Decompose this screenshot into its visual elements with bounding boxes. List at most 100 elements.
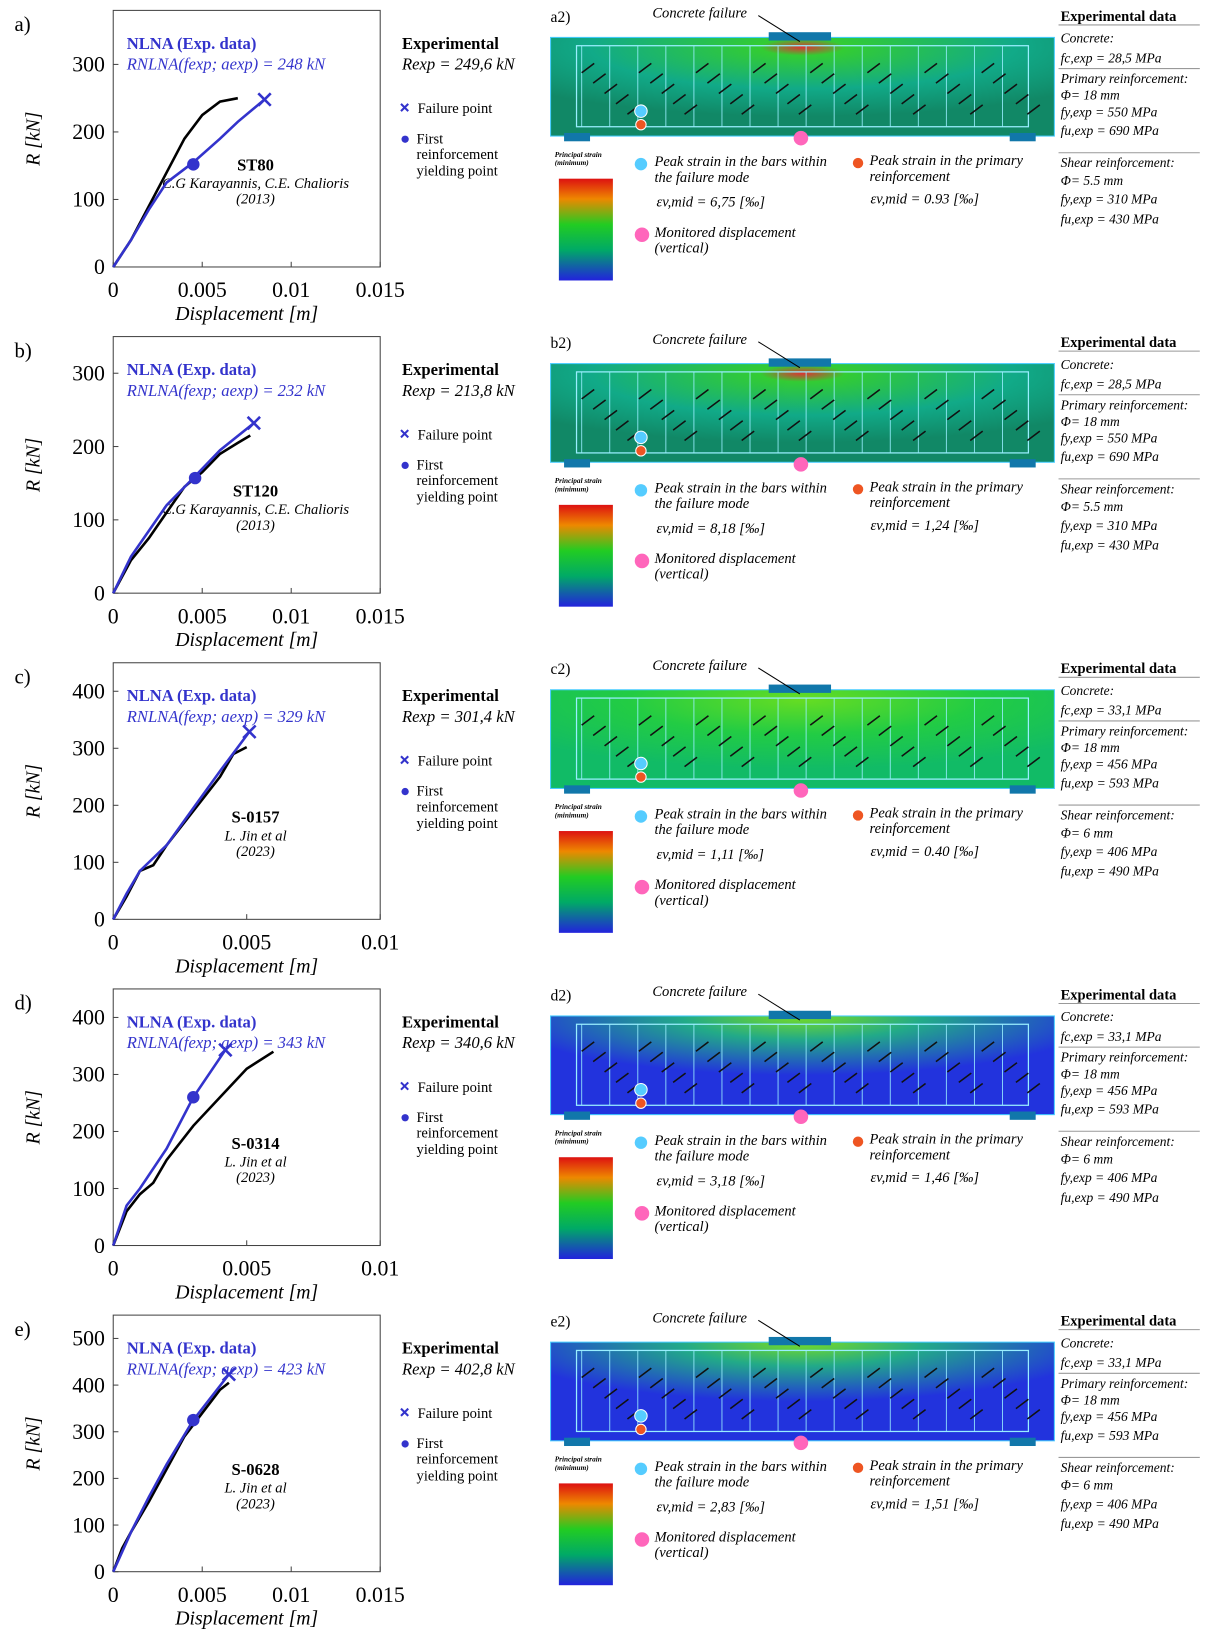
beam: [551, 37, 1055, 136]
y-tick-label: 0: [94, 908, 105, 932]
exp-data-line: fu,exp = 430 MPa: [1061, 211, 1160, 226]
exp-data-line: Shear reinforcement:: [1061, 808, 1175, 823]
legend-bars-box: Peak strain in the bars within the failu…: [654, 481, 846, 523]
exp-data-line: fu,exp = 490 MPa: [1061, 864, 1160, 879]
x-tick-label: 0.005: [222, 930, 271, 954]
experimental-title: Experimental: [402, 360, 499, 379]
y-tick-label: 500: [72, 1327, 105, 1351]
exp-data-line: Φ= 6 mm: [1061, 1151, 1114, 1166]
y-axis-label: R [kN]: [22, 1090, 44, 1145]
legend-bars: Peak strain in the bars within the failu…: [654, 1133, 846, 1165]
chart-title: NLNA (Exp. data): [127, 1339, 257, 1358]
x-tick-label: 0.005: [178, 278, 227, 302]
legend-dot: [401, 788, 408, 795]
primary-point: [636, 119, 646, 129]
legend-monitor: Monitored displacement (vertical): [654, 225, 820, 257]
exp-data-line: Shear reinforcement:: [1061, 155, 1175, 170]
exp-data-title: Experimental data: [1061, 9, 1178, 25]
failure-label: Concrete failure: [652, 658, 747, 674]
authors: C.G Karayannis, C.E. Chalioris: [162, 176, 349, 192]
series-line: [113, 732, 249, 920]
support: [564, 785, 590, 793]
x-tick-label: 0.01: [361, 1257, 399, 1281]
exp-data-line: fy,exp = 456 MPa: [1061, 1409, 1158, 1424]
legend-failure: Failure point: [418, 101, 493, 117]
legend-x: [401, 756, 408, 763]
legend-primary-icon: [853, 158, 863, 168]
y-tick-label: 300: [72, 1063, 105, 1087]
failure-label: Concrete failure: [652, 6, 747, 22]
exp-data-line: Φ= 6 mm: [1061, 1478, 1114, 1493]
legend-bars-box: Peak strain in the bars within the failu…: [654, 807, 846, 849]
annotation: RNLNA(fexp; aexp) = 329 kN: [126, 707, 326, 726]
exp-data-line: Φ= 18 mm: [1061, 1392, 1120, 1407]
legend-yielding-box: First reinforcement yielding point: [417, 1437, 516, 1499]
legend-dot: [401, 1114, 408, 1121]
legend-yielding-box: First reinforcement yielding point: [417, 784, 516, 846]
support: [564, 459, 590, 467]
legend-x: [401, 430, 408, 437]
exp-data-line: fu,exp = 490 MPa: [1061, 1516, 1160, 1531]
year: (2023): [236, 1170, 275, 1186]
series-line: [113, 1050, 225, 1246]
primary-point: [636, 772, 646, 782]
y-tick-label: 200: [72, 120, 105, 144]
legend-monitor-box: Monitored displacement (vertical): [654, 225, 820, 267]
colorbar-title: Principal strain (minimum): [555, 478, 619, 494]
series-line: [113, 1383, 229, 1572]
experimental-value: Rexp = 213,8 kN: [401, 381, 516, 400]
exp-data-line: Primary reinforcement:: [1060, 71, 1189, 86]
exp-data-line: fc,exp = 33,1 MPa: [1061, 703, 1162, 718]
legend-yielding-box: First reinforcement yielding point: [417, 458, 516, 520]
legend-yielding-box: First reinforcement yielding point: [417, 132, 516, 194]
bar-point: [635, 431, 647, 443]
exp-data-line: Concrete:: [1061, 1335, 1114, 1350]
y-tick-label: 0: [94, 1560, 105, 1584]
exp-data-line: fu,exp = 593 MPa: [1061, 1428, 1160, 1443]
bars-value: εv,mid = 1,11 [‰]: [657, 847, 764, 863]
primary-value: εv,mid = 1,24 [‰]: [871, 518, 980, 534]
chart-title: NLNA (Exp. data): [127, 34, 257, 53]
x-tick-label: 0.01: [272, 278, 310, 302]
legend-primary: Peak strain in the primary reinforcement: [869, 1132, 1046, 1164]
panel-label: e): [15, 1318, 31, 1341]
legend-bars-box: Peak strain in the bars within the failu…: [654, 155, 846, 197]
x-tick-label: 0.015: [356, 278, 405, 302]
colorbar: [559, 1157, 613, 1259]
chart-title: NLNA (Exp. data): [127, 686, 257, 705]
x-tick-label: 0.01: [361, 930, 399, 954]
legend-monitor: Monitored displacement (vertical): [654, 878, 820, 910]
authors: L. Jin et al: [223, 1481, 286, 1497]
x-axis-label: Displacement [m]: [174, 303, 318, 325]
x-tick-label: 0: [108, 1257, 119, 1281]
legend-primary-icon: [853, 484, 863, 494]
exp-data-line: fy,exp = 456 MPa: [1061, 1083, 1158, 1098]
legend-dot: [401, 136, 408, 143]
legend-monitor-box: Monitored displacement (vertical): [654, 878, 820, 920]
failure-label: Concrete failure: [652, 332, 747, 348]
x-axis-label: Displacement [m]: [174, 1608, 318, 1630]
panel-label: a): [15, 13, 31, 36]
exp-data-line: fy,exp = 550 MPa: [1061, 104, 1158, 119]
support: [1010, 1112, 1036, 1120]
panel-label: a2): [551, 9, 571, 26]
exp-data-line: fy,exp = 406 MPa: [1061, 1170, 1158, 1185]
bar-point: [635, 1410, 647, 1422]
x-tick-label: 0.015: [356, 1583, 405, 1607]
exp-data-line: Primary reinforcement:: [1060, 723, 1189, 738]
support: [1010, 785, 1036, 793]
legend-monitor: Monitored displacement (vertical): [654, 552, 820, 584]
exp-data-line: Primary reinforcement:: [1060, 1376, 1189, 1391]
support: [1010, 459, 1036, 467]
experimental-value: Rexp = 402,8 kN: [401, 1359, 516, 1378]
bars-value: εv,mid = 8,18 [‰]: [657, 521, 766, 537]
exp-data-line: fu,exp = 490 MPa: [1061, 1190, 1160, 1205]
y-axis-label: R [kN]: [22, 1416, 44, 1471]
primary-point: [636, 1098, 646, 1108]
exp-data-line: fy,exp = 310 MPa: [1061, 192, 1158, 207]
experimental-title: Experimental: [402, 1339, 499, 1358]
x-tick-label: 0: [108, 604, 119, 628]
chart-title: NLNA (Exp. data): [127, 1012, 257, 1031]
legend-monitor-icon: [635, 554, 650, 569]
legend-yielding: First reinforcement yielding point: [417, 1110, 516, 1158]
